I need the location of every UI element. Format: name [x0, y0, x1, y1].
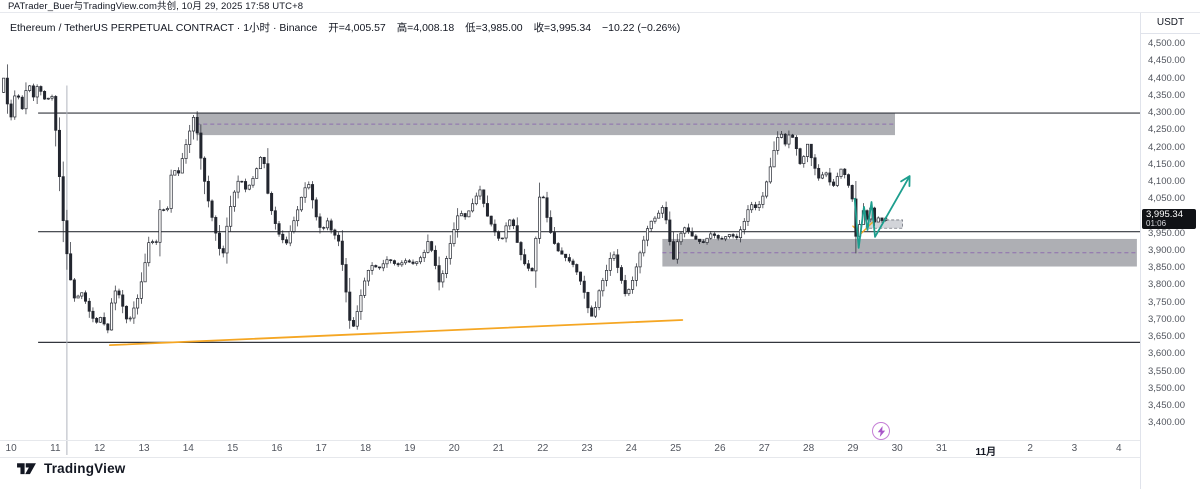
price-tick: 4,200.00 [1148, 141, 1185, 153]
last-price-tag: 3,995.34 01:06 [1142, 209, 1196, 230]
price-tick: 3,800.00 [1148, 279, 1185, 291]
time-tick: 2 [1027, 443, 1033, 454]
time-tick: 17 [315, 443, 327, 454]
symbol-header: Ethereum / TetherUS PERPETUAL CONTRACT ·… [10, 20, 680, 35]
time-tick: 31 [935, 443, 948, 454]
price-tick: 4,300.00 [1148, 107, 1185, 119]
time-tick: 19 [404, 443, 416, 454]
price-tick: 3,650.00 [1148, 331, 1185, 343]
time-tick: 15 [227, 443, 239, 454]
price-tick: 4,500.00 [1148, 38, 1185, 50]
ohlc-close: 收=3,995.34 [533, 22, 592, 34]
price-tick: 4,050.00 [1148, 193, 1185, 205]
price-tick: 4,400.00 [1148, 72, 1185, 84]
logo-bar: TradingView [16, 460, 125, 477]
tradingview-logo-text: TradingView [44, 461, 126, 476]
price-tick: 3,900.00 [1148, 245, 1185, 256]
plot-bottom-border [0, 440, 1200, 441]
price-tick: 3,750.00 [1148, 296, 1185, 308]
time-tick: 23 [581, 443, 593, 454]
tradingview-logo[interactable]: TradingView [16, 460, 125, 477]
price-change: −10.22 (−0.26%) [602, 22, 681, 34]
price-tick: 4,250.00 [1148, 124, 1185, 136]
price-tick: 4,350.00 [1148, 89, 1185, 101]
time-axis[interactable]: 10 11 12 13 14 15 16 17 18 19 20 21 22 23 24 25 26 27 28 29… [0, 441, 1140, 458]
price-tick: 3,550.00 [1148, 365, 1185, 377]
price-tick: 4,100.00 [1148, 176, 1185, 188]
time-tick: 20 [448, 443, 460, 454]
time-tick: 27 [758, 443, 770, 454]
time-tick: 3 [1071, 443, 1078, 454]
lightning-bolt-glyph [877, 425, 885, 437]
axis-separator [1141, 33, 1200, 34]
time-tick: 14 [182, 443, 194, 454]
time-tick: 12 [94, 443, 106, 454]
price-tick: 4,450.00 [1148, 55, 1185, 67]
ohlc-low: 低=3,985.00 [465, 22, 523, 34]
time-tick: 21 [492, 443, 504, 454]
time-tick: 30 [891, 443, 903, 454]
time-tick: 22 [537, 443, 549, 454]
event-lightning-icon[interactable] [872, 422, 891, 440]
time-tick: 18 [359, 443, 372, 454]
time-tick: 10 [5, 443, 17, 454]
bar-countdown: 01:06 [1146, 219, 1167, 229]
time-tick: 4 [1115, 443, 1122, 454]
time-tick: 13 [138, 443, 150, 454]
price-tick: 3,400.00 [1148, 417, 1185, 429]
time-tick: 11 [50, 443, 61, 454]
price-tick: 3,500.00 [1148, 382, 1185, 394]
price-tick: 3,950.00 [1148, 227, 1185, 239]
time-tick: 24 [625, 443, 637, 454]
price-tick: 3,850.00 [1148, 262, 1185, 274]
tradingview-logo-icon [17, 463, 36, 475]
last-price-value: 3,995.34 [1146, 209, 1183, 221]
time-tick: 29 [847, 443, 859, 454]
timeaxis-bottom-border [0, 457, 1200, 458]
price-tick: 4,150.00 [1148, 158, 1185, 170]
axis-currency-label: USDT [1156, 17, 1185, 28]
ohlc-high: 高=4,008.18 [396, 22, 455, 34]
time-tick: 26 [714, 443, 726, 454]
attribution-bar: PATrader_Buer与TradingView.com共创, 10月 29,… [0, 0, 1200, 13]
time-tick: 28 [803, 443, 815, 454]
price-axis[interactable]: USDT 4,500.00 4,450.00 4,400.00 4,350.00 4,3… [1140, 13, 1200, 489]
price-tick: 3,700.00 [1148, 313, 1185, 325]
time-tick: 11月 [975, 447, 997, 458]
attribution-text: PATrader_Buer与TradingView.com共创, 10月 29,… [8, 1, 304, 12]
ohlc-open: 开=4,005.57 [328, 22, 386, 34]
time-tick: 16 [271, 443, 283, 454]
time-tick: 25 [670, 443, 682, 454]
symbol-title[interactable]: Ethereum / TetherUS PERPETUAL CONTRACT ·… [10, 22, 318, 34]
price-tick: 3,450.00 [1148, 400, 1185, 412]
price-tick: 3,600.00 [1148, 348, 1185, 360]
